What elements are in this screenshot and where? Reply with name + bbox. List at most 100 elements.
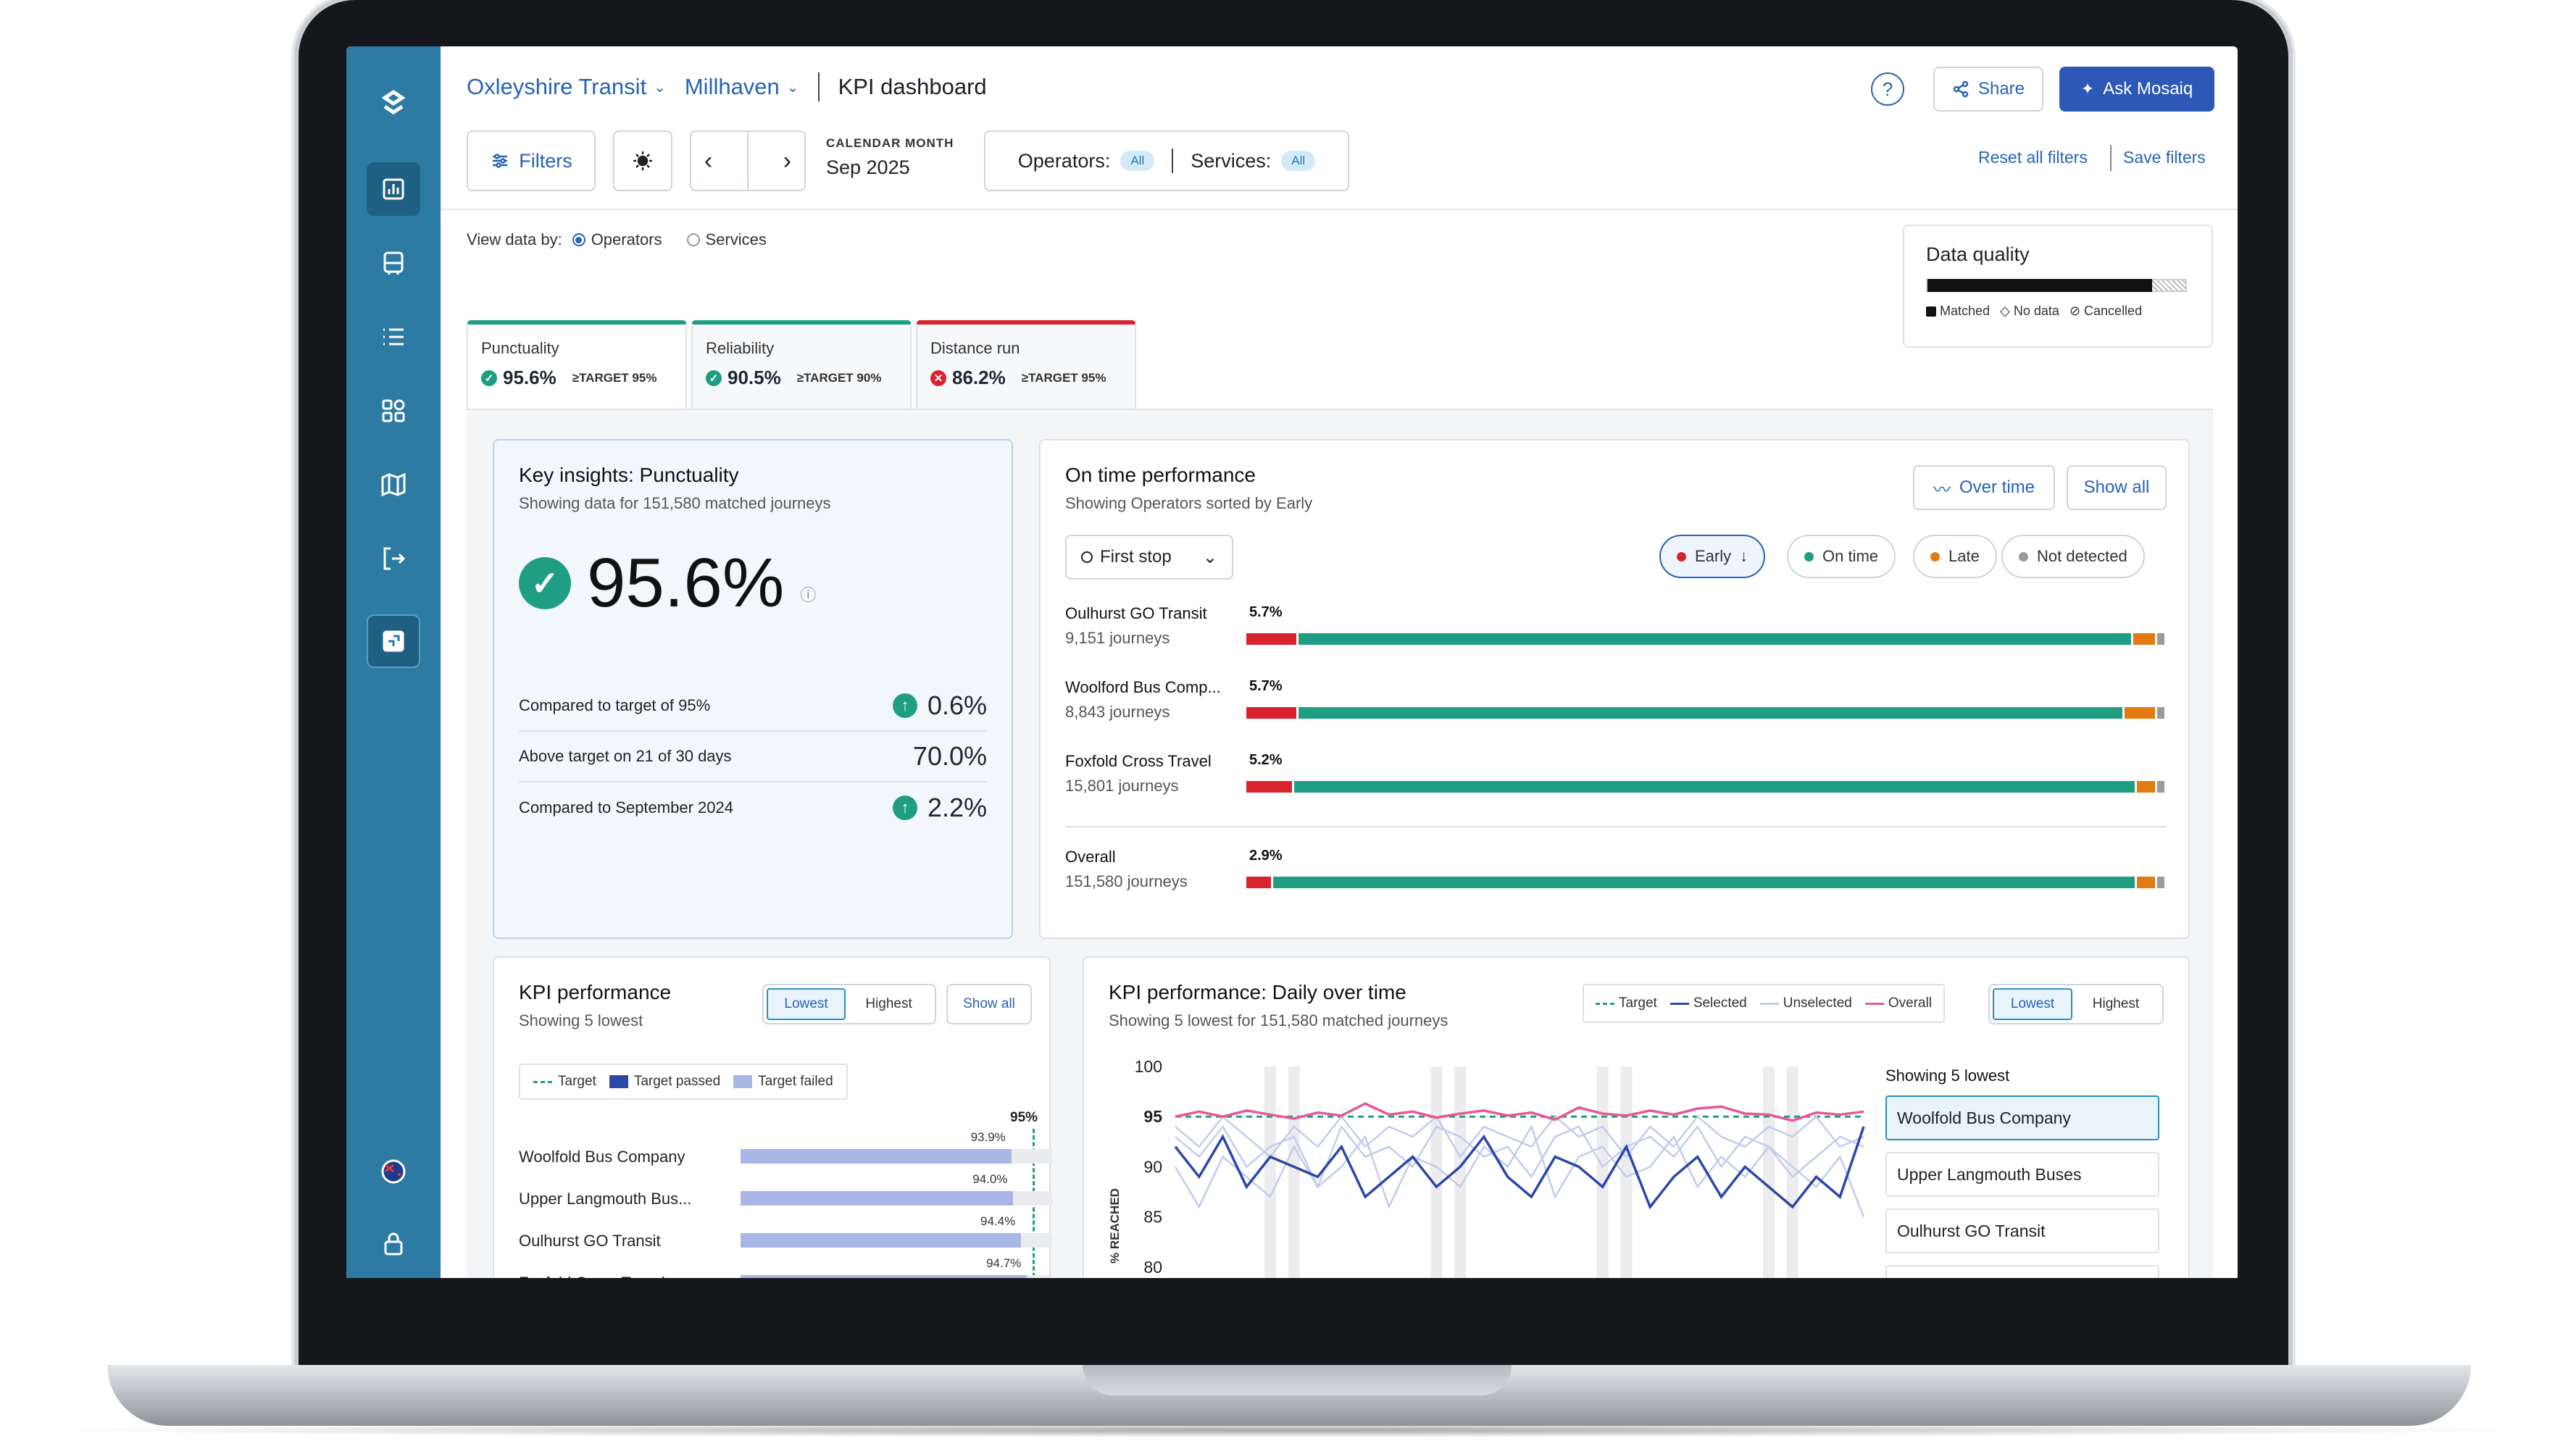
weekend-band (1288, 1066, 1300, 1278)
page-title: KPI dashboard (838, 74, 987, 99)
share-button[interactable]: Share (1933, 67, 2043, 112)
weekend-band (1430, 1066, 1443, 1278)
stop-select[interactable]: First stop ⌄ (1065, 535, 1233, 580)
late-bar[interactable] (2133, 633, 2156, 645)
theme-toggle-button[interactable] (613, 130, 672, 191)
y-tick-label: 90 (1143, 1157, 1162, 1176)
on-time-bar[interactable] (1272, 877, 2135, 888)
list-icon[interactable] (367, 310, 420, 364)
kpi-bar-label: 94.7% (986, 1256, 1022, 1270)
daily-line-chart: 1009590858075% REACHED (1108, 1057, 1865, 1278)
on-time-bar[interactable] (1299, 633, 2132, 645)
late-bar[interactable] (2137, 781, 2156, 793)
insights-value: 95.6% (587, 544, 785, 622)
map-icon[interactable] (367, 458, 420, 511)
otp-row-journeys: 9,151 journeys (1065, 629, 1170, 647)
daily-list-item[interactable]: Upper Langmouth Buses (1885, 1152, 2159, 1197)
y-tick-label: 80 (1143, 1258, 1162, 1277)
early-label: 2.9% (1249, 848, 1283, 864)
kpi-row-name: Foxfold Cross Travel (519, 1274, 665, 1278)
series-line-selected (1174, 1126, 1865, 1210)
cross-circle-icon: ✕ (930, 369, 946, 386)
services-radio[interactable]: Services (686, 230, 767, 249)
on-time-bar[interactable] (1294, 781, 2135, 793)
kpi-highest-button[interactable]: Highest (865, 996, 912, 1011)
logo-icon[interactable] (367, 75, 420, 129)
lock-icon[interactable] (367, 1217, 420, 1271)
not-detected-bar[interactable] (2157, 707, 2164, 719)
not-detected-bar[interactable] (2157, 877, 2164, 888)
otp-row-journeys: 15,801 journeys (1065, 777, 1179, 795)
operators-radio[interactable]: Operators (572, 230, 662, 249)
daily-list-item[interactable]: Woolfold Bus Company (1885, 1095, 2159, 1140)
kpi-row-name: Oulhurst GO Transit (519, 1232, 661, 1250)
early-bar[interactable] (1246, 633, 1297, 645)
kpi-bar[interactable] (741, 1233, 1021, 1248)
tab-punctuality[interactable]: Punctuality ✓ 95.6% ≥TARGET 95% (467, 320, 687, 410)
on-time-bar[interactable] (1299, 707, 2122, 719)
show-all-button[interactable]: Show all (2067, 465, 2167, 510)
kpi-bar[interactable] (741, 1275, 1028, 1278)
otp-row-name: Woolford Bus Comp... (1065, 678, 1221, 696)
sun-icon (633, 151, 652, 170)
early-bar[interactable] (1246, 877, 1271, 888)
kpi-title: KPI performance (519, 981, 672, 1003)
region-selector[interactable]: Millhaven ⌄ (684, 74, 799, 99)
early-bar[interactable] (1246, 707, 1297, 719)
filters-button[interactable]: Filters (467, 130, 596, 191)
tab-distance-run[interactable]: Distance run ✕ 86.2% ≥TARGET 95% (916, 320, 1136, 410)
daily-lowest-button[interactable]: Lowest (1993, 988, 2072, 1020)
kpi-bar-label: 93.9% (970, 1130, 1006, 1144)
kpi-row-name: Woolfold Bus Company (519, 1148, 685, 1166)
legend-not-detected[interactable]: Not detected (2001, 535, 2145, 578)
early-bar[interactable] (1246, 781, 1293, 793)
late-bar[interactable] (2137, 877, 2156, 888)
ask-mosaiq-button[interactable]: ✦ Ask Mosaiq (2059, 67, 2214, 112)
kpi-show-all-button[interactable]: Show all (946, 984, 1032, 1024)
divider (817, 72, 820, 101)
legend-on-time[interactable]: On time (1787, 535, 1896, 578)
kpi-sort-toggle: Lowest Highest (762, 984, 936, 1024)
main-area: Oxleyshire Transit ⌄ Millhaven ⌄ KPI dashb… (441, 46, 2238, 1278)
kpi-bar[interactable] (741, 1191, 1014, 1206)
reset-filters-link[interactable]: Reset all filters (1978, 148, 2088, 167)
y-tick-label: 85 (1143, 1208, 1162, 1227)
apps-icon[interactable] (367, 384, 420, 438)
reports-icon[interactable] (367, 614, 420, 668)
over-time-button[interactable]: 〰 Over time (1913, 465, 2055, 510)
help-icon[interactable]: ? (1871, 72, 1904, 106)
calendar-month[interactable]: CALENDAR MONTH Sep 2025 (826, 136, 954, 178)
legend-early[interactable]: Early ↓ (1659, 535, 1766, 578)
daily-list-item[interactable]: Foxfold Cross Travel (1885, 1265, 2159, 1278)
kpi-bars: 95% Woolfold Bus Company 93.9% Upper Langm… (519, 1110, 1052, 1278)
info-icon[interactable]: ⓘ (800, 586, 817, 604)
data-quality-bar (1926, 279, 2187, 292)
scope-filter[interactable]: Operators: All Services: All (984, 130, 1349, 191)
bus-icon[interactable] (367, 236, 420, 290)
daily-list-item[interactable]: Oulhurst GO Transit (1885, 1208, 2159, 1253)
tab-reliability[interactable]: Reliability ✓ 90.5% ≥TARGET 90% (691, 320, 912, 410)
kpi-daily-card: KPI performance: Daily over time Showing… (1083, 956, 2190, 1278)
legend-late[interactable]: Late (1913, 535, 1997, 578)
arrow-up-icon: ↑ (892, 693, 917, 718)
dashboard-icon[interactable] (367, 162, 420, 216)
target-label: 95% (1010, 1110, 1038, 1125)
weekend-band (1620, 1066, 1633, 1278)
late-bar[interactable] (2124, 707, 2156, 719)
no-data-icon: ◇ (2000, 304, 2010, 318)
arrow-down-icon: ↓ (1740, 547, 1748, 565)
chevron-right-icon[interactable]: › (783, 146, 792, 175)
kpi-lowest-button[interactable]: Lowest (767, 988, 846, 1020)
chevron-left-icon[interactable]: ‹ (704, 146, 713, 175)
not-detected-bar[interactable] (2157, 781, 2164, 793)
daily-highest-button[interactable]: Highest (2092, 996, 2140, 1011)
weekend-band (1596, 1066, 1609, 1278)
org-selector[interactable]: Oxleyshire Transit ⌄ (467, 74, 666, 99)
weekend-band (1264, 1066, 1277, 1278)
save-filters-link[interactable]: Save filters (2123, 148, 2206, 167)
otp-row-name: Oulhurst GO Transit (1065, 604, 1207, 622)
kpi-bar[interactable] (741, 1149, 1012, 1164)
logout-icon[interactable] (367, 532, 420, 585)
not-detected-bar[interactable] (2157, 633, 2164, 645)
region-flag-icon[interactable] (367, 1145, 420, 1198)
